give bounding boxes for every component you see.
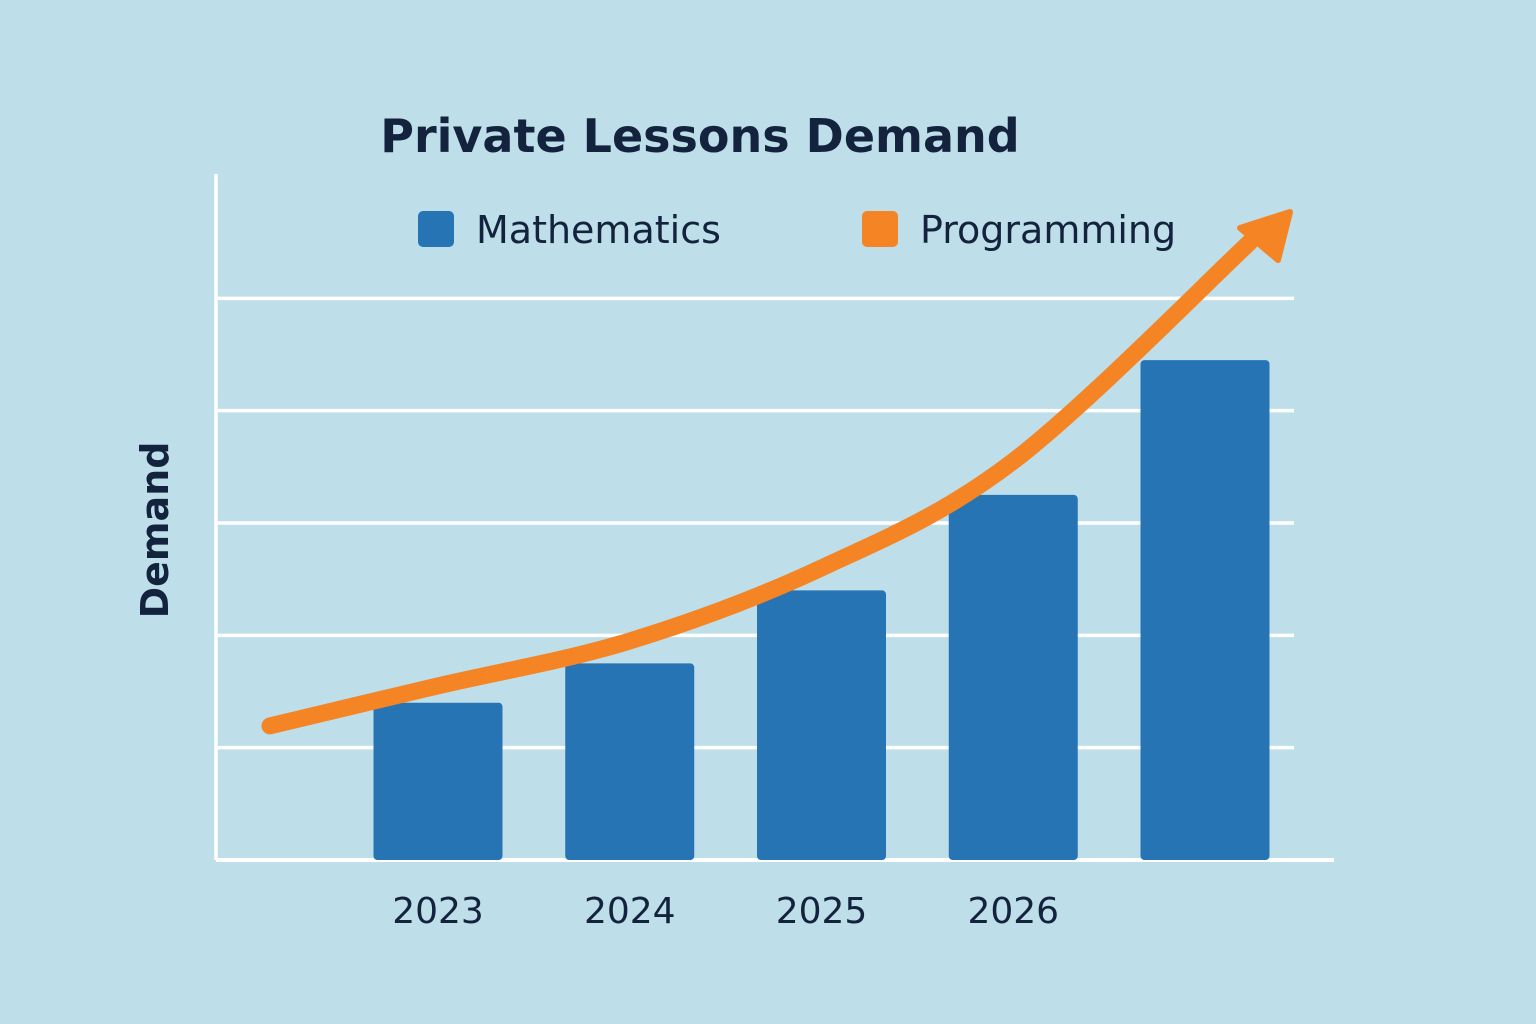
x-tick-label-2024: 2024 xyxy=(584,891,676,932)
bar-mathematics-2025 xyxy=(757,590,886,860)
legend-swatch-mathematics xyxy=(418,211,454,247)
bar-mathematics-2026 xyxy=(948,494,1078,860)
legend-label-mathematics: Mathematics xyxy=(476,208,721,252)
bar-mathematics-cat-5 xyxy=(1140,360,1270,860)
grid-lines xyxy=(216,296,1294,750)
bar-mathematics-2023 xyxy=(373,702,503,860)
legend: Mathematics Programming xyxy=(418,208,1176,252)
trend-series xyxy=(261,209,1293,735)
legend-label-programming: Programming xyxy=(920,208,1176,252)
legend-swatch-programming xyxy=(862,211,898,247)
bar-mathematics-2024 xyxy=(565,663,695,860)
bars xyxy=(373,360,1270,860)
x-tick-labels: 2023 2024 2025 2026 xyxy=(392,891,1059,932)
y-axis-label: Demand xyxy=(133,442,177,619)
chart-title: Private Lessons Demand xyxy=(380,109,1019,163)
trend-arrowhead xyxy=(1237,209,1293,263)
x-tick-label-2023: 2023 xyxy=(392,891,484,932)
trend-line-programming xyxy=(261,233,1259,735)
x-tick-label-2026: 2026 xyxy=(967,891,1059,932)
x-tick-label-2025: 2025 xyxy=(776,891,868,932)
